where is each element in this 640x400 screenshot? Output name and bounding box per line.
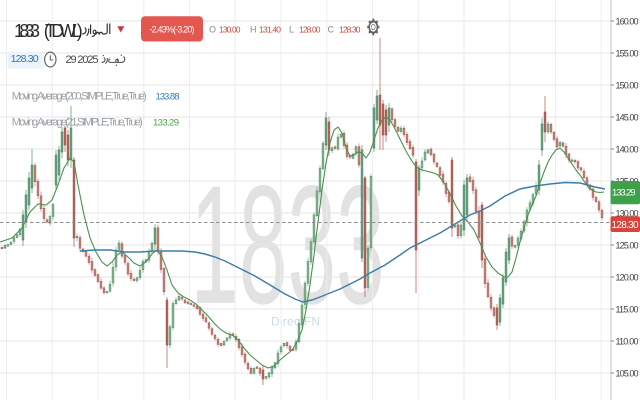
svg-text:128.30: 128.30 — [612, 220, 639, 231]
svg-text:133.29: 133.29 — [612, 187, 636, 198]
svg-text:H: H — [250, 25, 257, 35]
svg-text:128.30: 128.30 — [11, 53, 39, 65]
svg-text:160.00: 160.00 — [616, 16, 639, 26]
svg-text:128.00: 128.00 — [299, 25, 321, 35]
svg-text:L: L — [289, 25, 294, 35]
svg-text:(TDWL): (TDWL) — [44, 21, 83, 41]
svg-text:-2.43%(-3.20): -2.43%(-3.20) — [150, 25, 195, 35]
svg-text:O: O — [209, 25, 216, 35]
svg-text:120.00: 120.00 — [616, 272, 639, 282]
svg-text:130.00: 130.00 — [219, 25, 241, 35]
svg-text:133.29: 133.29 — [153, 118, 179, 129]
svg-text:145.00: 145.00 — [616, 112, 639, 122]
svg-text:110.00: 110.00 — [616, 336, 639, 346]
svg-text:105.00: 105.00 — [616, 368, 639, 378]
svg-text:128.30: 128.30 — [339, 25, 361, 35]
svg-text:29 2025: 29 2025 — [66, 54, 99, 66]
svg-text:C: C — [328, 25, 335, 35]
svg-text:155.00: 155.00 — [616, 48, 639, 58]
svg-text:125.00: 125.00 — [616, 240, 639, 250]
svg-text:131.40: 131.40 — [259, 25, 281, 35]
svg-text:DirectFN: DirectFN — [271, 315, 320, 329]
svg-text:130.00: 130.00 — [616, 208, 639, 218]
svg-text:1833: 1833 — [14, 21, 40, 41]
svg-text:140.00: 140.00 — [616, 144, 639, 154]
svg-text:Moving Average(200,SIMPLE,True: Moving Average(200,SIMPLE,True,True) — [12, 91, 147, 103]
svg-text:150.00: 150.00 — [616, 80, 639, 90]
svg-text:Moving Average(21,SIMPLE,True,: Moving Average(21,SIMPLE,True,True) — [12, 117, 143, 129]
svg-text:115.00: 115.00 — [616, 304, 639, 314]
svg-text:133.88: 133.88 — [156, 92, 180, 103]
